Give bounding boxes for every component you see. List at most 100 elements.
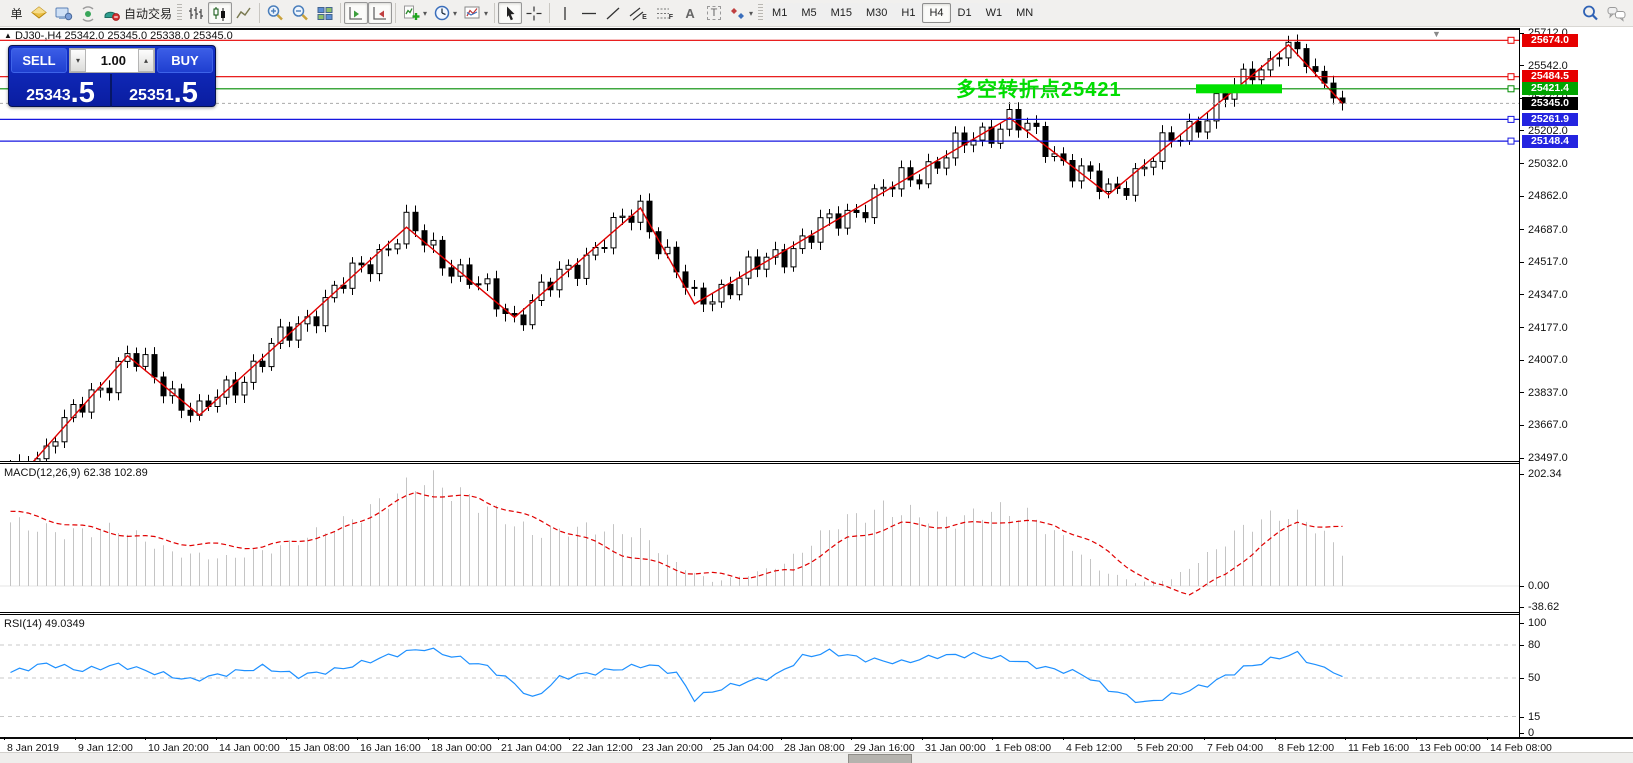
time-tick [639, 737, 640, 740]
chart-shift-icon[interactable] [368, 2, 393, 24]
zigzag-line[interactable] [29, 43, 1344, 461]
symbol-marker-icon: ▲ [4, 31, 12, 40]
sell-price[interactable]: 25343.5 [11, 74, 112, 108]
dropdown-arrow-icon[interactable]: ▾ [423, 8, 428, 18]
time-axis-label: 29 Jan 16:00 [854, 742, 915, 754]
templates-icon[interactable]: ▾ [460, 2, 491, 24]
volume-control: ▾ 1.00 ▴ [69, 48, 155, 73]
candle-body [727, 283, 734, 296]
trendline-tool-icon[interactable] [601, 2, 625, 24]
time-tick [992, 737, 993, 740]
time-tick [4, 737, 5, 740]
candle-body [1312, 66, 1319, 72]
time-tick [851, 737, 852, 740]
main-price-chart[interactable] [0, 28, 1519, 461]
signals-icon[interactable] [76, 2, 100, 24]
candle-body [394, 243, 401, 250]
buy-price[interactable]: 25351.5 [114, 74, 213, 108]
line-handle[interactable] [1507, 137, 1515, 145]
price-badge: 25345.0 [1522, 96, 1578, 110]
text-label-tool-icon[interactable]: T [702, 2, 726, 24]
price-tick-label: 25202.0 [1528, 124, 1568, 137]
dropdown-arrow-icon[interactable]: ▾ [749, 8, 754, 18]
candle-body [700, 287, 707, 305]
line-handle[interactable] [1507, 85, 1515, 93]
autotrading-label: 自动交易 [124, 6, 173, 21]
rsi-panel[interactable] [0, 615, 1519, 737]
tile-windows-icon[interactable] [313, 2, 337, 24]
timeframe-m15[interactable]: M15 [823, 3, 859, 23]
buy-button[interactable]: BUY [157, 48, 213, 73]
timeframe-h4[interactable]: H4 [922, 3, 951, 23]
chart-annotation[interactable]: 多空转折点25421 [956, 79, 1122, 101]
bar-chart-icon[interactable] [184, 2, 208, 24]
periods-clock-icon[interactable]: ▾ [430, 2, 460, 24]
candle-body [376, 249, 383, 275]
zoom-out-icon[interactable] [288, 2, 313, 24]
timeframe-m30[interactable]: M30 [859, 3, 895, 23]
dropdown-arrow-icon[interactable]: ▾ [484, 8, 489, 18]
auto-scroll-icon[interactable] [344, 2, 369, 24]
time-scale[interactable]: 8 Jan 2019 9 Jan 12:00 10 Jan 20:00 14 Jan … [0, 737, 1552, 754]
volume-decrease-button[interactable]: ▾ [70, 49, 86, 72]
scroll-to-end-icon[interactable]: ▼ [1432, 29, 1441, 39]
timeframe-mn[interactable]: MN [1009, 3, 1041, 23]
chat-icon[interactable] [1603, 2, 1630, 24]
timeframe-h1[interactable]: H1 [894, 3, 923, 23]
scrollbar-thumb[interactable] [848, 754, 912, 763]
candle-body [448, 267, 455, 277]
panel-separator[interactable] [0, 612, 1633, 615]
time-axis-label: 16 Jan 16:00 [360, 742, 421, 754]
autotrading-button[interactable]: 自动交易 [100, 2, 175, 24]
timeframe-w1[interactable]: W1 [978, 3, 1010, 23]
candlestick-chart-icon[interactable] [208, 2, 233, 24]
macd-panel[interactable] [0, 464, 1519, 612]
price-tick [1520, 163, 1524, 164]
time-tick [781, 737, 782, 740]
add-indicator-icon[interactable]: ▾ [399, 2, 430, 24]
crosshair-icon[interactable] [522, 2, 546, 24]
sell-price-main: 25343 [26, 87, 71, 104]
rsi-tick [1520, 678, 1524, 679]
timeframe-d1[interactable]: D1 [950, 3, 979, 23]
candle-body [925, 161, 932, 185]
line-handle[interactable] [1507, 36, 1515, 44]
toolbar: 单 自动交易 ▾ ▾ ▾ E F A T ▾ M1 [0, 0, 1633, 27]
sell-button[interactable]: SELL [11, 48, 67, 73]
cursor-icon[interactable] [498, 2, 523, 24]
vertical-line-tool-icon[interactable] [553, 2, 577, 24]
line-handle[interactable] [1507, 115, 1515, 123]
text-tool-icon[interactable]: A [678, 2, 702, 24]
terminal-icon[interactable] [51, 2, 76, 24]
candle-body [601, 247, 608, 249]
arrows-tool-icon[interactable]: ▾ [726, 2, 756, 24]
rsi-tick-label: 80 [1528, 639, 1541, 651]
line-handle[interactable] [1507, 73, 1515, 81]
volume-input[interactable]: 1.00 [86, 49, 138, 72]
new-order-button[interactable]: 单 [3, 2, 27, 24]
horizontal-scrollbar[interactable] [0, 752, 1633, 763]
yellow-diamond-icon[interactable] [27, 2, 51, 24]
rsi-tick-label: 50 [1528, 672, 1541, 684]
candle-body [421, 230, 428, 246]
price-scale[interactable]: 25712.025542.025372.025202.025032.024862… [1519, 27, 1633, 739]
candle-body [709, 301, 716, 305]
highlight-bar[interactable] [1196, 84, 1282, 94]
price-tick-label: 23497.0 [1528, 452, 1568, 464]
horizontal-line-tool-icon[interactable] [577, 2, 601, 24]
zoom-in-icon[interactable] [263, 2, 288, 24]
equidistant-channel-tool-icon[interactable]: E [625, 2, 652, 24]
volume-increase-button[interactable]: ▴ [138, 49, 154, 72]
candle-body [790, 248, 797, 268]
dropdown-arrow-icon[interactable]: ▾ [453, 8, 458, 18]
line-chart-icon[interactable] [232, 2, 256, 24]
fibonacci-tool-icon[interactable]: F [652, 2, 678, 24]
timeframe-m1[interactable]: M1 [765, 3, 795, 23]
panel-separator[interactable] [0, 461, 1633, 464]
candle-body [1204, 120, 1211, 133]
price-tick [1520, 261, 1524, 263]
price-badge: 25421.4 [1522, 82, 1578, 96]
search-icon[interactable] [1578, 2, 1603, 24]
timeframe-m5[interactable]: M5 [794, 3, 824, 23]
candle-body [970, 139, 977, 146]
